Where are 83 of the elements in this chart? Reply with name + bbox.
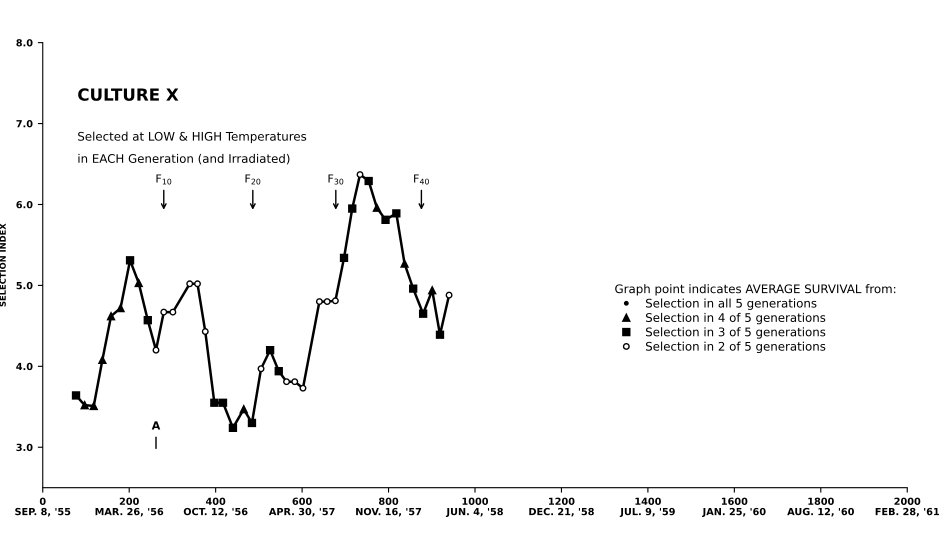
point	[418, 310, 428, 318]
text: DEC. 21, '58	[529, 508, 594, 516]
point	[160, 308, 168, 316]
point	[98, 356, 107, 364]
y-tick-label: 6.0	[16, 200, 33, 208]
point	[210, 398, 219, 407]
x-tick-label: 400	[206, 498, 226, 505]
point	[348, 204, 356, 213]
annotation: F$_{40}$	[414, 174, 429, 184]
point	[266, 346, 274, 354]
legend-label: Selection in 3 of 5 generations	[646, 327, 826, 339]
point	[364, 176, 373, 186]
point	[372, 204, 382, 212]
text: OCT. 12, '56	[184, 508, 248, 516]
point	[169, 308, 176, 316]
legend-label: Selection in all 5 generations	[646, 298, 816, 310]
point	[202, 328, 209, 335]
x-tick-label: 200	[120, 498, 139, 505]
point	[316, 298, 323, 306]
point	[218, 398, 228, 407]
x-tick-label: 1800	[808, 498, 834, 505]
x-tick-label: 2000	[894, 498, 920, 505]
point	[152, 346, 160, 354]
x-tick-label: 1600	[722, 498, 748, 505]
y-tick-label: 3.0	[16, 444, 33, 452]
point	[340, 254, 348, 262]
point	[291, 378, 298, 386]
text: Selected at LOW & HIGH Temperatures in EACH Generation (and Irradiated)	[78, 132, 306, 164]
x-tick-label: 1000	[462, 498, 488, 505]
legend-label: Selection in 2 of 5 generations	[646, 342, 826, 354]
y-axis-title: SELECTION INDEX	[0, 224, 6, 306]
point	[248, 418, 256, 428]
point	[356, 171, 364, 178]
text: NOV. 16, '57	[356, 508, 422, 516]
point	[126, 256, 134, 264]
point	[134, 278, 143, 288]
point	[299, 384, 306, 392]
point	[332, 297, 339, 304]
text: FEB. 28, '61	[876, 508, 940, 516]
text: JUN. 4, '58	[446, 508, 503, 518]
y-tick-label: 5.0	[16, 282, 33, 290]
text: AUG. 12, '60	[787, 508, 854, 516]
annotation: F$_{30}$	[328, 174, 344, 184]
point	[240, 405, 248, 414]
point	[228, 424, 238, 432]
point	[428, 286, 436, 294]
point	[400, 259, 409, 268]
point	[80, 400, 89, 410]
annotation: F$_{10}$	[156, 174, 172, 184]
text: JAN. 25, '60	[702, 508, 766, 518]
legend-label: Selection in 4 of 5 generations	[646, 312, 826, 324]
x-tick-label: 800	[378, 498, 398, 505]
point	[258, 365, 265, 372]
point	[106, 312, 116, 320]
text: SEP. 8, '55	[15, 508, 70, 516]
text: MAR. 26, '56	[96, 508, 164, 516]
x-tick-label: 1200	[549, 498, 575, 505]
text: APR. 30, '57	[268, 508, 335, 516]
point	[392, 209, 400, 218]
y-tick-label: 8.0	[16, 39, 33, 46]
point	[72, 391, 80, 400]
text: CULTURE X	[78, 88, 178, 101]
text: JUL. 9, '59	[620, 508, 675, 518]
point	[324, 298, 331, 306]
annotation: F$_{20}$	[246, 174, 260, 184]
point	[116, 304, 125, 312]
point	[186, 280, 194, 288]
x-tick-label: 600	[292, 498, 312, 505]
point	[90, 402, 98, 410]
y-tick-label: 4.0	[16, 362, 33, 370]
x-tick-label: 0	[40, 498, 46, 505]
point	[381, 216, 390, 224]
point	[409, 284, 418, 293]
y-tick-label: 7.0	[16, 120, 33, 128]
annotation: A	[152, 421, 160, 430]
point	[274, 367, 283, 376]
point	[446, 292, 453, 299]
point	[194, 280, 201, 288]
point	[283, 378, 290, 386]
point	[436, 330, 444, 339]
x-tick-label: 1400	[635, 498, 661, 505]
legend-title: Graph point indicates AVERAGE SURVIVAL from:	[615, 284, 896, 296]
point	[144, 316, 152, 324]
